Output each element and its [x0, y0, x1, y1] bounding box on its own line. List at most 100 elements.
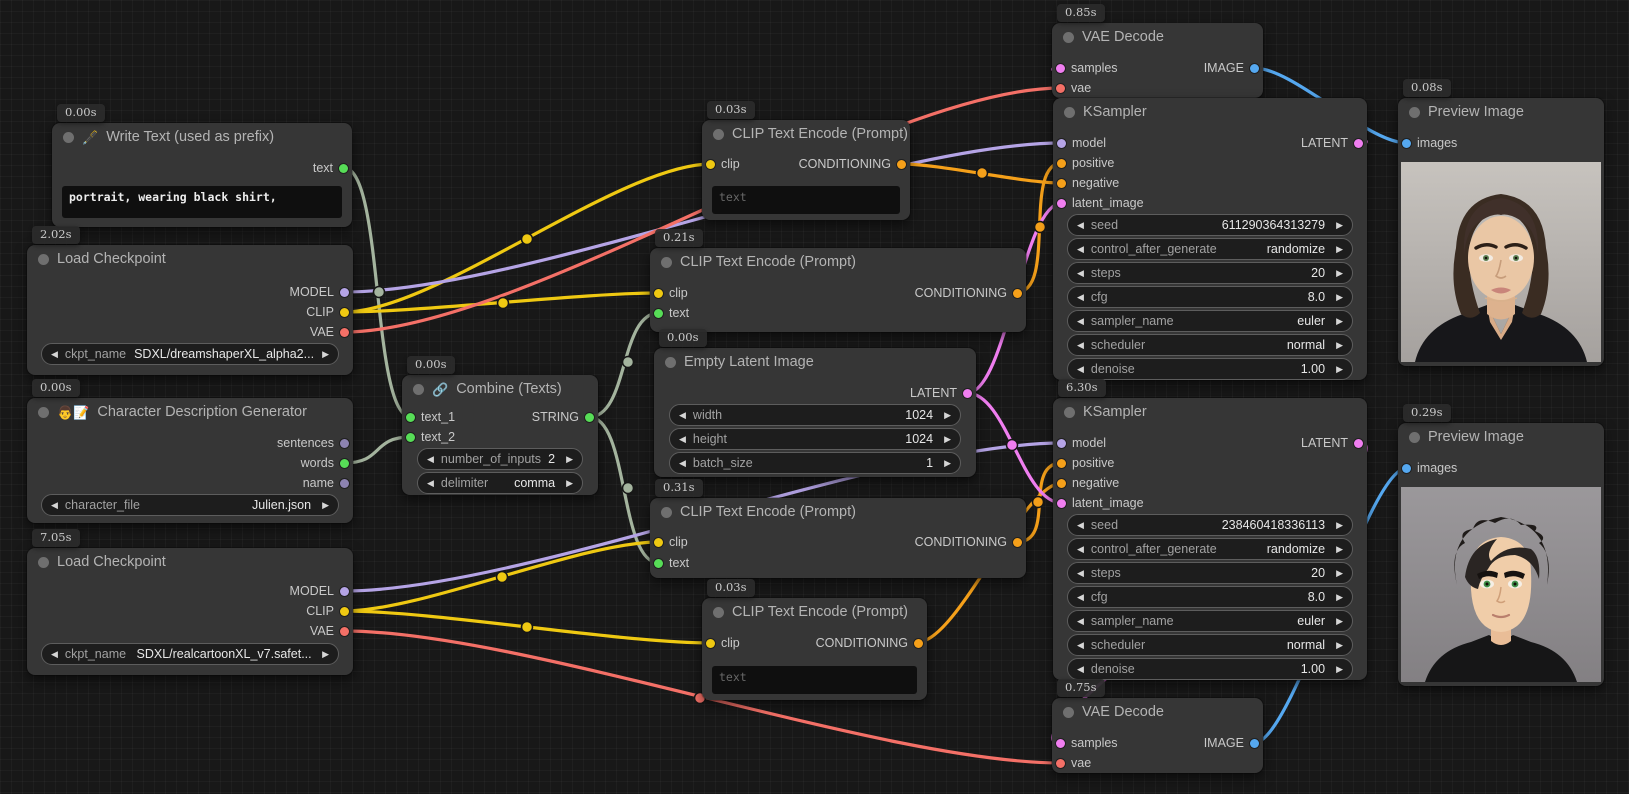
- widget-value[interactable]: randomize: [1266, 542, 1326, 556]
- link-reroute-dot[interactable]: [372, 285, 386, 299]
- widget-increment-arrow-icon[interactable]: ▶: [1336, 315, 1343, 326]
- widget-increment-arrow-icon[interactable]: ▶: [1336, 339, 1343, 350]
- output-dot-IMAGE[interactable]: [1250, 738, 1259, 748]
- input-dot-latent_image[interactable]: [1057, 498, 1066, 508]
- widget-value[interactable]: 1024: [905, 408, 934, 422]
- widget-decrement-arrow-icon[interactable]: ◀: [1077, 315, 1084, 326]
- widget-value[interactable]: randomize: [1266, 242, 1326, 256]
- node-empty-latent[interactable]: Empty Latent Image LATENT ◀ width 1024 ▶ ◀ heig…: [654, 348, 976, 477]
- output-port-IMAGE[interactable]: IMAGE: [1204, 60, 1259, 76]
- widget-ckpt_name[interactable]: ◀ ckpt_name SDXL/realcartoonXL_v7.safet...…: [41, 643, 339, 665]
- output-port-CLIP[interactable]: CLIP: [306, 603, 349, 619]
- output-port-name[interactable]: name: [303, 475, 349, 491]
- widget-decrement-arrow-icon[interactable]: ◀: [51, 499, 58, 510]
- widget-increment-arrow-icon[interactable]: ▶: [322, 499, 329, 510]
- widget-value[interactable]: euler: [1297, 614, 1326, 628]
- input-port-vae[interactable]: vae: [1056, 755, 1091, 771]
- input-port-text_2[interactable]: text_2: [406, 429, 455, 445]
- widget-seed[interactable]: ◀ seed 238460418336113 ▶: [1067, 514, 1353, 536]
- widget-width[interactable]: ◀ width 1024 ▶: [669, 404, 961, 426]
- widget-decrement-arrow-icon[interactable]: ◀: [679, 433, 686, 444]
- output-port-words[interactable]: words: [301, 455, 349, 471]
- input-dot-model[interactable]: [1057, 138, 1066, 148]
- output-dot-CONDITIONING[interactable]: [897, 159, 906, 169]
- node-title-bar[interactable]: CLIP Text Encode (Prompt): [702, 598, 927, 626]
- text-input-area[interactable]: text: [712, 666, 917, 694]
- widget-increment-arrow-icon[interactable]: ▶: [322, 348, 329, 359]
- input-port-images[interactable]: images: [1402, 460, 1457, 476]
- node-combine-texts[interactable]: 🔗 Combine (Texts) text_1 text_2 STRING ◀ numbe…: [402, 375, 598, 495]
- input-dot-positive[interactable]: [1057, 158, 1066, 168]
- node-title-bar[interactable]: CLIP Text Encode (Prompt): [650, 248, 1026, 276]
- widget-increment-arrow-icon[interactable]: ▶: [1336, 639, 1343, 650]
- input-port-text[interactable]: text: [654, 555, 689, 571]
- input-port-images[interactable]: images: [1402, 135, 1457, 151]
- widget-value[interactable]: 1.00: [1300, 362, 1326, 376]
- widget-value[interactable]: 20: [1311, 266, 1326, 280]
- widget-decrement-arrow-icon[interactable]: ◀: [1077, 663, 1084, 674]
- widget-height[interactable]: ◀ height 1024 ▶: [669, 428, 961, 450]
- input-dot-samples[interactable]: [1056, 738, 1065, 748]
- node-title-bar[interactable]: KSampler: [1053, 98, 1367, 126]
- output-dot-sentences[interactable]: [340, 438, 349, 448]
- link-reroute-dot[interactable]: [621, 481, 635, 495]
- node-clip-encode-2[interactable]: CLIP Text Encode (Prompt) clip text CONDITI…: [650, 248, 1026, 332]
- node-load-checkpoint-1[interactable]: Load Checkpoint MODEL CLIP VAE ◀ ckpt_name SDX…: [27, 245, 353, 375]
- node-title-bar[interactable]: 🖋️ Write Text (used as prefix): [52, 123, 352, 151]
- widget-decrement-arrow-icon[interactable]: ◀: [1077, 615, 1084, 626]
- widget-batch_size[interactable]: ◀ batch_size 1 ▶: [669, 452, 961, 474]
- output-port-VAE[interactable]: VAE: [310, 623, 349, 639]
- widget-steps[interactable]: ◀ steps 20 ▶: [1067, 262, 1353, 284]
- input-port-text_1[interactable]: text_1: [406, 409, 455, 425]
- node-clip-encode-4[interactable]: CLIP Text Encode (Prompt) clip CONDITIONIN…: [702, 598, 927, 700]
- widget-value[interactable]: euler: [1297, 314, 1326, 328]
- output-port-CONDITIONING[interactable]: CONDITIONING: [799, 156, 906, 172]
- widget-decrement-arrow-icon[interactable]: ◀: [1077, 567, 1084, 578]
- node-title-bar[interactable]: VAE Decode: [1052, 698, 1263, 726]
- output-dot-words[interactable]: [340, 458, 349, 468]
- input-dot-negative[interactable]: [1057, 178, 1066, 188]
- input-dot-images[interactable]: [1402, 463, 1411, 473]
- output-dot-VAE[interactable]: [340, 626, 349, 636]
- widget-decrement-arrow-icon[interactable]: ◀: [1077, 639, 1084, 650]
- node-preview-image-1[interactable]: Preview Image images: [1398, 98, 1604, 366]
- output-dot-CONDITIONING[interactable]: [1013, 288, 1022, 298]
- link-reroute-dot[interactable]: [495, 570, 509, 584]
- input-port-clip[interactable]: clip: [706, 635, 740, 651]
- widget-decrement-arrow-icon[interactable]: ◀: [427, 477, 434, 488]
- node-vae-decode-1[interactable]: VAE Decode samples vae IMAGE: [1052, 23, 1263, 98]
- input-dot-vae[interactable]: [1056, 83, 1065, 93]
- widget-delimiter[interactable]: ◀ delimiter comma ▶: [417, 472, 583, 494]
- node-vae-decode-2[interactable]: VAE Decode samples vae IMAGE: [1052, 698, 1263, 773]
- widget-value[interactable]: 8.0: [1307, 590, 1326, 604]
- widget-increment-arrow-icon[interactable]: ▶: [1336, 267, 1343, 278]
- widget-value[interactable]: 20: [1311, 566, 1326, 580]
- output-port-STRING[interactable]: STRING: [532, 409, 594, 425]
- link-reroute-dot[interactable]: [496, 296, 510, 310]
- input-port-latent_image[interactable]: latent_image: [1057, 195, 1144, 211]
- widget-decrement-arrow-icon[interactable]: ◀: [1077, 339, 1084, 350]
- input-dot-vae[interactable]: [1056, 758, 1065, 768]
- widget-increment-arrow-icon[interactable]: ▶: [1336, 243, 1343, 254]
- widget-decrement-arrow-icon[interactable]: ◀: [1077, 543, 1084, 554]
- node-title-bar[interactable]: KSampler: [1053, 398, 1367, 426]
- widget-increment-arrow-icon[interactable]: ▶: [944, 457, 951, 468]
- widget-denoise[interactable]: ◀ denoise 1.00 ▶: [1067, 358, 1353, 380]
- widget-sampler_name[interactable]: ◀ sampler_name euler ▶: [1067, 610, 1353, 632]
- output-port-IMAGE[interactable]: IMAGE: [1204, 735, 1259, 751]
- output-dot-name[interactable]: [340, 478, 349, 488]
- widget-increment-arrow-icon[interactable]: ▶: [1336, 519, 1343, 530]
- widget-decrement-arrow-icon[interactable]: ◀: [1077, 591, 1084, 602]
- node-load-checkpoint-2[interactable]: Load Checkpoint MODEL CLIP VAE ◀ ckpt_name SDX…: [27, 548, 353, 675]
- output-dot-CLIP[interactable]: [340, 307, 349, 317]
- widget-decrement-arrow-icon[interactable]: ◀: [427, 453, 434, 464]
- node-title-bar[interactable]: Preview Image: [1398, 98, 1604, 126]
- widget-value[interactable]: 8.0: [1307, 290, 1326, 304]
- link-reroute-dot[interactable]: [621, 355, 635, 369]
- link-reroute-dot[interactable]: [975, 166, 989, 180]
- input-dot-text_1[interactable]: [406, 412, 415, 422]
- node-title-bar[interactable]: CLIP Text Encode (Prompt): [650, 498, 1026, 526]
- widget-increment-arrow-icon[interactable]: ▶: [322, 648, 329, 659]
- widget-value[interactable]: 2: [548, 452, 556, 466]
- output-port-CONDITIONING[interactable]: CONDITIONING: [816, 635, 923, 651]
